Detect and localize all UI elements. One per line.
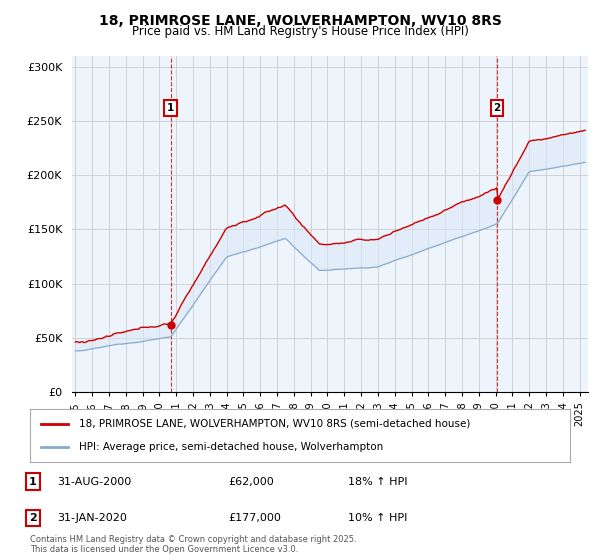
Text: 18% ↑ HPI: 18% ↑ HPI [348, 477, 407, 487]
Text: 10% ↑ HPI: 10% ↑ HPI [348, 513, 407, 523]
Text: Contains HM Land Registry data © Crown copyright and database right 2025.
This d: Contains HM Land Registry data © Crown c… [30, 535, 356, 554]
Text: 31-AUG-2000: 31-AUG-2000 [57, 477, 131, 487]
Text: 1: 1 [167, 103, 174, 113]
Text: 2: 2 [493, 103, 500, 113]
Text: HPI: Average price, semi-detached house, Wolverhampton: HPI: Average price, semi-detached house,… [79, 442, 383, 452]
Text: 1: 1 [29, 477, 37, 487]
Text: 2: 2 [29, 513, 37, 523]
Text: Price paid vs. HM Land Registry's House Price Index (HPI): Price paid vs. HM Land Registry's House … [131, 25, 469, 38]
Text: £177,000: £177,000 [228, 513, 281, 523]
Text: 31-JAN-2020: 31-JAN-2020 [57, 513, 127, 523]
Text: 18, PRIMROSE LANE, WOLVERHAMPTON, WV10 8RS (semi-detached house): 18, PRIMROSE LANE, WOLVERHAMPTON, WV10 8… [79, 419, 470, 429]
Text: £62,000: £62,000 [228, 477, 274, 487]
Text: 18, PRIMROSE LANE, WOLVERHAMPTON, WV10 8RS: 18, PRIMROSE LANE, WOLVERHAMPTON, WV10 8… [98, 14, 502, 28]
